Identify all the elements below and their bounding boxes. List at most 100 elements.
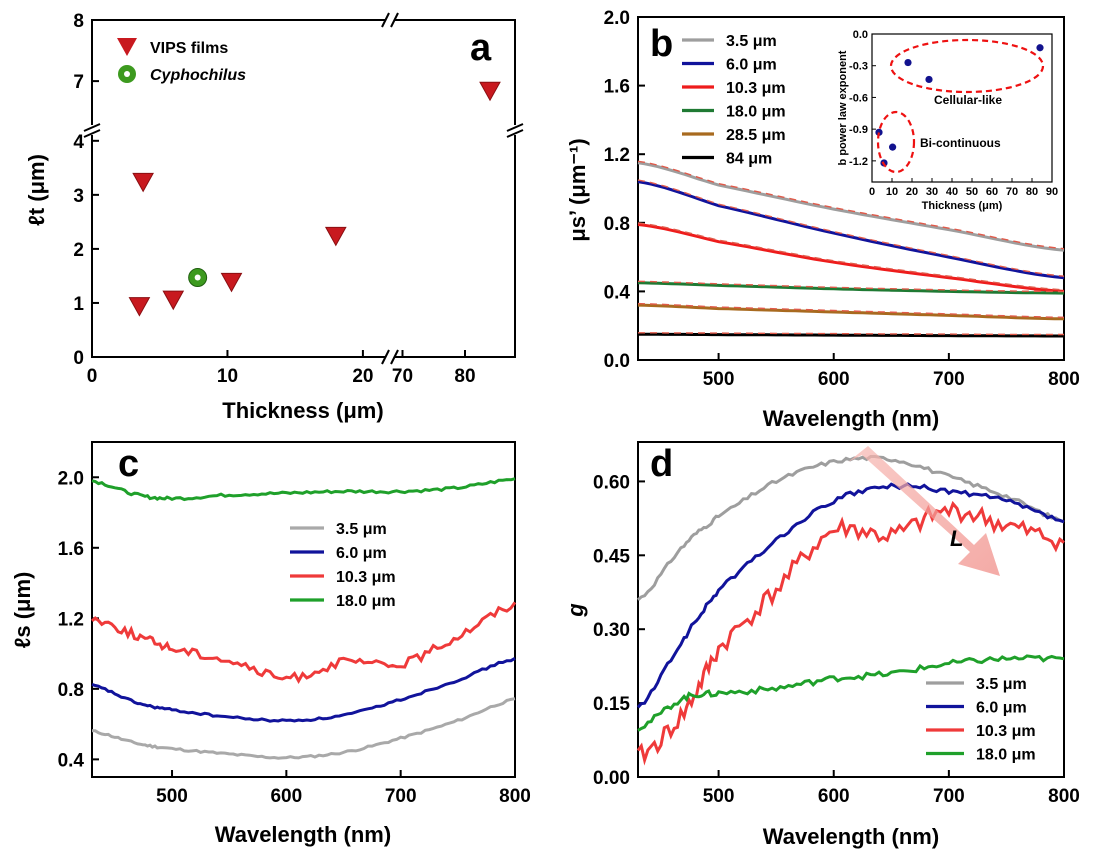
y-tick-label: 2 xyxy=(73,240,84,261)
fit-line xyxy=(638,332,1064,336)
fit-line xyxy=(637,222,1065,291)
y-tick-label: 1.2 xyxy=(604,145,630,166)
panel-d: 0.00 0.15 0.30 0.45 0.60 500 600 700 800 Waveleng… xyxy=(563,441,1080,849)
y-tick-label: 0.8 xyxy=(58,680,84,701)
x-axis-label: Wavelength (nm) xyxy=(215,822,391,847)
annotation-cellular: Cellular-like xyxy=(934,93,1002,107)
inset-y-tick-label: -0.3 xyxy=(849,61,868,73)
y-tick-label: 0.45 xyxy=(593,546,630,567)
axis-break-mark xyxy=(83,123,101,132)
x-tick-label: 500 xyxy=(703,369,735,390)
y-tick-label: 8 xyxy=(73,11,84,32)
series-line xyxy=(636,482,1065,709)
inset-x-axis-label: Thickness (μm) xyxy=(922,200,1003,212)
cluster-ellipse-bicontinuous xyxy=(876,110,916,174)
plot-frame xyxy=(91,19,516,358)
inset-y-tick-label: -0.9 xyxy=(849,124,868,136)
legend-marker xyxy=(117,38,137,56)
x-tick-label: 500 xyxy=(703,786,735,807)
data-point-vips xyxy=(479,81,501,102)
legend-label: 10.3 μm xyxy=(976,723,1036,740)
inset-x-tick-label: 90 xyxy=(1046,186,1058,198)
x-tick-label: 800 xyxy=(499,786,531,807)
marker-highlight xyxy=(124,71,130,77)
axis-break-mark xyxy=(390,349,399,365)
axis-break-mark xyxy=(506,123,524,132)
data-point-vips xyxy=(220,272,243,293)
inset-data-point xyxy=(925,75,933,84)
x-tick-label: 600 xyxy=(818,786,850,807)
y-tick-label: 0.30 xyxy=(593,620,630,641)
series-line xyxy=(637,180,1065,280)
arrow-label: L xyxy=(950,526,963,551)
y-axis-label: μs’ (μm⁻¹) xyxy=(565,138,590,241)
inset-y-tick-label: -0.6 xyxy=(849,92,868,104)
y-tick-label: 0.0 xyxy=(604,351,630,372)
panel-label: a xyxy=(470,27,492,69)
inset-x-tick-label: 40 xyxy=(946,186,958,198)
data-point-vips xyxy=(132,172,154,193)
inset-y-axis-label: b power law exponent xyxy=(837,50,849,165)
axis-break-gap xyxy=(385,351,395,363)
panel-label: b xyxy=(650,23,673,65)
fit-line xyxy=(637,280,1065,293)
legend-label: 3.5 μm xyxy=(726,33,777,50)
legend-label: 6.0 μm xyxy=(726,57,777,74)
axis-break-mark xyxy=(381,349,390,365)
inset-x-tick-label: 20 xyxy=(906,186,918,198)
series-line xyxy=(91,601,517,684)
y-axis-label: ℓs (μm) xyxy=(10,572,35,649)
marker-highlight xyxy=(194,274,201,281)
y-tick-label: 7 xyxy=(73,72,84,93)
y-tick-label: 4 xyxy=(73,132,84,153)
y-axis-label: g xyxy=(563,603,588,618)
axis-break-mark xyxy=(83,129,101,138)
axis-break-gap xyxy=(85,125,99,135)
legend-label: 6.0 μm xyxy=(336,545,387,562)
series-line xyxy=(92,697,516,760)
annotation-bicontinuous: Bi-continuous xyxy=(920,136,1001,150)
series-line xyxy=(637,223,1065,293)
series-line xyxy=(637,281,1065,295)
series-line xyxy=(91,477,516,502)
inset-x-tick-label: 30 xyxy=(926,186,938,198)
panel-label: d xyxy=(650,443,673,485)
x-axis-label: Thickness (μm) xyxy=(222,398,383,423)
inset-x-tick-label: 70 xyxy=(1006,186,1018,198)
data-point-vips xyxy=(324,226,347,247)
data-point-vips xyxy=(162,290,185,311)
y-tick-label: 0.8 xyxy=(604,214,630,235)
inset-frame xyxy=(871,33,1053,183)
inset-data-point xyxy=(904,58,912,67)
fit-line xyxy=(637,179,1065,277)
legend-label: 10.3 μm xyxy=(726,80,786,97)
x-tick-label: 600 xyxy=(270,786,302,807)
plot-frame xyxy=(637,441,1065,778)
y-tick-label: 0.4 xyxy=(604,282,631,303)
legend-label: 6.0 μm xyxy=(976,700,1027,717)
y-tick-label: 2.0 xyxy=(58,468,84,489)
y-tick-label: 1.6 xyxy=(58,539,84,560)
cluster-ellipse-cellular xyxy=(889,38,1045,94)
legend-label: 84 μm xyxy=(726,151,772,168)
axis-break-mark xyxy=(390,12,399,28)
inset-x-tick-label: 80 xyxy=(1026,186,1038,198)
series-line xyxy=(638,332,1064,338)
panel-label: c xyxy=(118,443,139,485)
data-point-vips xyxy=(128,297,151,317)
legend-label: 28.5 μm xyxy=(726,127,786,144)
x-tick-label: 500 xyxy=(156,786,188,807)
legend-label: VIPS films xyxy=(150,40,228,57)
y-tick-label: 0.4 xyxy=(58,750,85,771)
legend-label: 10.3 μm xyxy=(336,569,396,586)
x-tick-label: 700 xyxy=(933,786,965,807)
legend-label: 18.0 μm xyxy=(726,104,786,121)
x-axis-label: Wavelength (nm) xyxy=(763,406,939,431)
x-tick-label: 800 xyxy=(1048,786,1080,807)
inset-data-point xyxy=(875,128,883,136)
series-line xyxy=(636,500,1065,766)
series-line xyxy=(91,657,516,723)
axis-break-gap xyxy=(508,125,522,135)
